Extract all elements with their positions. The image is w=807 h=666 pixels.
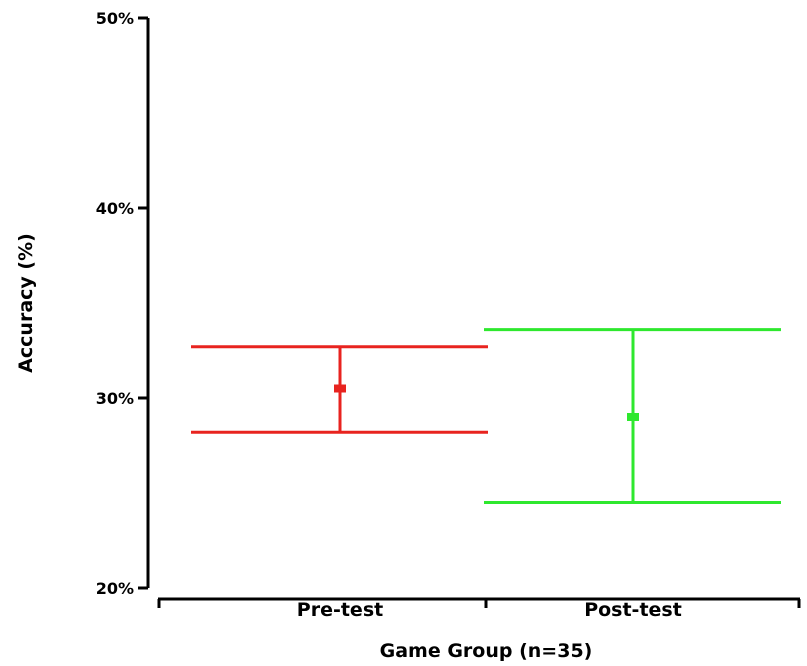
category-labels: Pre-test Post-test [297,599,682,621]
y-tick-label-30: 30% [96,389,134,408]
y-ticks: 20% 30% 40% 50% [96,9,148,598]
x-axis-title: Game Group (n=35) [380,640,593,662]
category-label-post-test: Post-test [584,599,682,621]
pre-test-mean-marker [334,384,346,393]
y-axis-title: Accuracy (%) [15,233,37,373]
category-label-pre-test: Pre-test [297,599,383,621]
y-tick-label-20: 20% [96,579,134,598]
post-test-mean-marker [627,413,639,421]
series-layer [191,328,781,504]
y-tick-label-50: 50% [96,9,134,28]
y-tick-label-40: 40% [96,199,134,218]
